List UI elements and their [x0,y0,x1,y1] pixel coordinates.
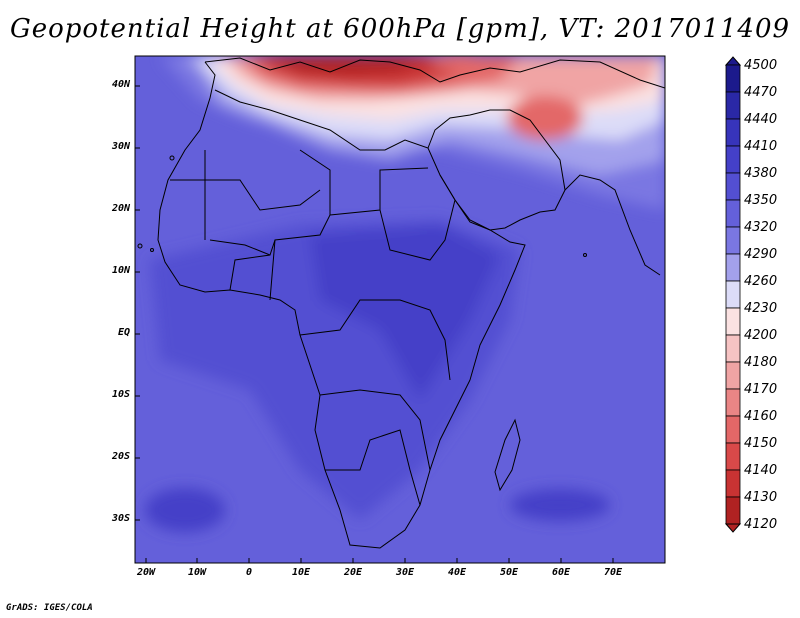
lon-label-0: 0 [245,567,253,578]
colorbar [724,56,742,533]
colorbar-swatch [725,64,741,93]
lon-label-70e: 70E [603,567,623,578]
colorbar-swatch [725,361,741,390]
lat-label-30n: 30N [111,141,130,152]
colorbar-label: 4500 [744,58,778,73]
colorbar-bottom-arrow [724,523,742,533]
lat-label-eq: EQ [117,327,130,338]
credit-text: GrADS: IGES/COLA [6,603,93,613]
colorbar-label: 4180 [744,355,778,370]
colorbar-label: 4440 [744,112,778,127]
coastlines [157,57,665,549]
lat-label-10s: 10S [111,389,130,400]
colorbar-swatch [725,388,741,417]
colorbar-swatch [725,118,741,147]
colorbar-label: 4140 [744,463,778,478]
colorbar-swatch [725,415,741,444]
islands [137,155,587,257]
lon-label-10w: 10W [187,567,207,578]
colorbar-label: 4410 [744,139,778,154]
colorbar-swatch [725,91,741,120]
height-field [135,56,665,563]
colorbar-label: 4230 [744,301,778,316]
colorbar-swatch [725,226,741,255]
colorbar-label: 4160 [744,409,778,424]
lat-label-20n: 20N [111,203,130,214]
colorbar-swatch [725,145,741,174]
map-title: Geopotential Height at 600hPa [gpm], VT:… [9,14,791,44]
colorbar-label: 4260 [744,274,778,289]
lat-label-40n: 40N [111,79,130,90]
lon-label-50e: 50E [499,567,519,578]
colorbar-label: 4470 [744,85,778,100]
colorbar-swatch [725,172,741,201]
colorbar-swatch [725,334,741,363]
lat-label-10n: 10N [111,265,130,276]
colorbar-swatch [725,469,741,498]
axis-ticks [135,85,614,563]
lat-label-30s: 30S [111,513,130,524]
colorbar-swatch [725,199,741,228]
colorbar-label: 4170 [744,382,778,397]
lon-label-40e: 40E [447,567,467,578]
colorbar-swatch [725,253,741,282]
colorbar-label: 4120 [744,517,778,532]
colorbar-swatch [725,307,741,336]
colorbar-swatch [725,280,741,309]
lon-label-60e: 60E [551,567,571,578]
colorbar-label: 4130 [744,490,778,505]
colorbar-swatch [725,496,741,525]
colorbar-label: 4320 [744,220,778,235]
lat-label-20s: 20S [111,451,130,462]
colorbar-label: 4350 [744,193,778,208]
plot-frame [134,55,666,564]
colorbar-label: 4380 [744,166,778,181]
colorbar-label: 4150 [744,436,778,451]
lon-label-30e: 30E [395,567,415,578]
lon-label-20e: 20E [343,567,363,578]
colorbar-label: 4290 [744,247,778,262]
colorbar-swatch [725,442,741,471]
lon-label-20w: 20W [136,567,156,578]
colorbar-top-arrow [724,56,742,66]
lon-label-10e: 10E [291,567,311,578]
colorbar-label: 4200 [744,328,778,343]
